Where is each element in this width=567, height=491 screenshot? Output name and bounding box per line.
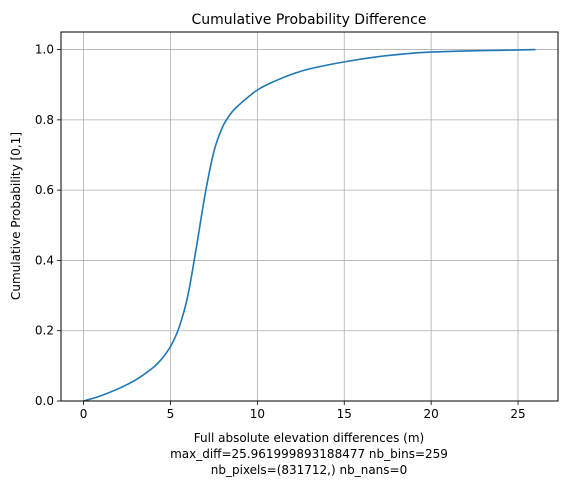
x-tick-label: 25 (510, 407, 525, 421)
y-tick-label: 1.0 (35, 43, 54, 57)
x-tick-label: 5 (167, 407, 175, 421)
x-axis-label: Full absolute elevation differences (m) (194, 431, 424, 445)
series-layer (84, 50, 536, 401)
axis-ticks: 0 5 10 15 20 25 0.0 0.2 0.4 0.6 0.8 1.0 (35, 43, 526, 421)
cdf-line (84, 50, 536, 401)
x-tick-label: 0 (80, 407, 88, 421)
x-axis-subtitle-2: nb_pixels=(831712,) nb_nans=0 (211, 463, 407, 477)
grid (61, 32, 558, 401)
x-tick-label: 20 (424, 407, 439, 421)
x-tick-label: 10 (250, 407, 265, 421)
y-tick-label: 0.4 (35, 253, 54, 267)
x-axis-subtitle-1: max_diff=25.961999893188477 nb_bins=259 (170, 447, 448, 461)
chart-title: Cumulative Probability Difference (192, 12, 427, 28)
y-tick-label: 0.6 (35, 183, 54, 197)
plot-frame (61, 32, 558, 401)
y-axis-label: Cumulative Probability [0,1] (9, 132, 23, 300)
y-tick-label: 0.8 (35, 113, 54, 127)
y-tick-label: 0.0 (35, 394, 54, 408)
x-tick-label: 15 (337, 407, 352, 421)
y-tick-label: 0.2 (35, 324, 54, 338)
